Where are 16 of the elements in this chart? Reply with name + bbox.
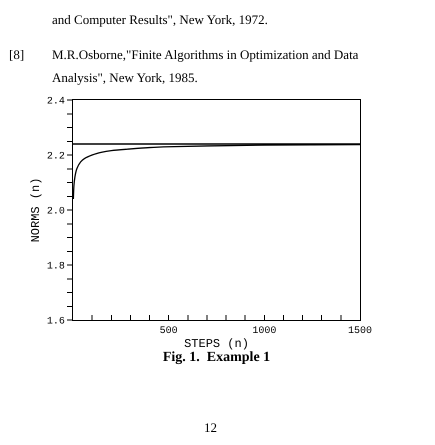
- text: M.R.Osborne,"Finite Algorithms in Optimization and Data: [52, 47, 359, 62]
- text: Fig. 1. Example 1: [162, 350, 270, 365]
- x-axis-title: STEPS (n): [184, 337, 249, 352]
- text: and Computer Results", New York, 1972.: [52, 12, 268, 27]
- y-tick-label: 2.0: [46, 206, 65, 218]
- x-tick-label: 1000: [252, 326, 276, 338]
- y-tick-label: 1.8: [46, 262, 65, 272]
- y-tick-label: 2.4: [46, 96, 65, 108]
- text: [8]: [9, 47, 24, 62]
- x-tick-label: 1500: [348, 326, 372, 338]
- y-axis-title: NORMS (n): [29, 178, 44, 242]
- y-tick-label: 1.6: [46, 316, 65, 328]
- x-tick-label: 500: [160, 326, 178, 338]
- text: 12: [204, 420, 217, 435]
- text: Analysis", New York, 1985.: [52, 70, 198, 85]
- y-tick-label: 2.2: [46, 152, 65, 162]
